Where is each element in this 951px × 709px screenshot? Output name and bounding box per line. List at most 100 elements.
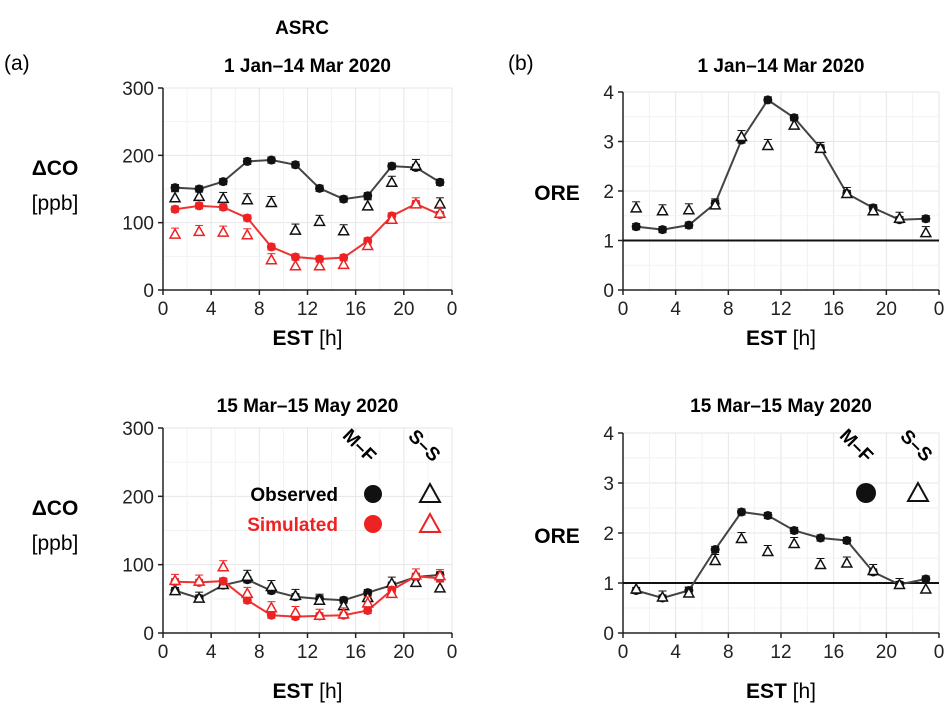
data-point [385,175,399,188]
data-point [241,569,254,582]
data-point [170,204,180,214]
legend-simulated-label: Simulated [247,515,338,536]
data-point [315,183,325,193]
data-point [656,204,669,216]
x-tick-label: 20 [393,642,414,663]
data-point [265,253,278,265]
data-point [816,533,825,543]
y-axis-label: ORE [534,525,580,548]
data-point [631,222,641,232]
x-tick-label: 16 [823,642,844,663]
y-tick-label: 100 [122,214,154,235]
series-observed-ss [168,158,447,236]
data-point [629,201,643,213]
legend-simulated-ss-marker [418,511,442,533]
data-point [787,536,801,549]
y-tick-label: 0 [143,281,154,302]
data-point [761,138,775,151]
x-tick-label: 12 [297,299,318,320]
y-tick-label: 0 [603,281,614,302]
data-point [433,206,447,218]
y-tick-label: 200 [122,487,154,508]
data-point [409,568,423,580]
x-tick-label: 20 [393,299,414,320]
data-point [682,586,696,598]
x-tick-label: 0 [618,299,629,320]
data-point [194,184,204,194]
x-axis-label: EST [h] [746,327,816,350]
data-point [192,591,206,603]
data-point [218,177,228,187]
legend-ore: M–F S–S [835,425,936,503]
data-point [893,577,906,590]
data-point [361,199,374,211]
x-tick-label: 8 [254,299,265,320]
y-axis-label: ΔCO [32,157,79,180]
data-point [290,252,300,262]
y-tick-label: 4 [603,83,614,104]
data-point [919,226,933,238]
y-tick-label: 2 [603,524,614,545]
x-tick-label: 0 [447,299,458,320]
x-axis-label: EST [h] [272,680,342,703]
x-tick-label: 0 [934,642,945,663]
y-tick-label: 3 [603,474,614,495]
data-point [387,161,397,171]
data-point [168,191,182,203]
data-point [921,574,931,584]
data-point [218,202,228,212]
legend-observed-label: Observed [250,485,338,506]
x-tick-label: 0 [158,642,169,663]
y-tick-label: 4 [603,424,614,445]
data-point [241,586,254,599]
data-point [266,242,276,252]
data-point [168,584,182,596]
data-point [433,569,447,581]
data-point [337,257,350,270]
data-point [735,531,748,544]
data-point [761,544,775,557]
series-observed-mf [170,155,445,204]
y-tick-label: 100 [122,556,154,577]
data-point [919,582,933,594]
data-point [192,189,206,202]
data-point [433,197,447,209]
x-tick-label: 12 [770,642,791,663]
chart-title: 15 Mar–15 May 2020 [690,396,872,417]
y-axis-label: ΔCO [32,497,79,520]
data-point [814,557,827,570]
y-tick-label: 1 [603,232,614,253]
y-tick-label: 2 [603,182,614,203]
data-point [194,201,204,211]
data-point [216,560,230,572]
y-tick-label: 0 [143,624,154,645]
chart-title: 1 Jan–14 Mar 2020 [224,56,391,77]
x-tick-label: 0 [158,299,169,320]
data-point [658,225,667,235]
data-point [290,160,300,170]
data-point [433,581,447,593]
data-point [737,507,746,517]
data-point [315,254,325,264]
x-tick-label: 4 [670,299,681,320]
data-point [385,586,399,599]
data-point [840,186,854,199]
panel-b-label: (b) [508,52,534,75]
data-point [313,608,326,620]
data-point [921,214,931,224]
panel-a-label: (a) [4,52,30,75]
data-point [789,526,799,535]
y-axis-unit: [ppb] [32,192,79,215]
data-point [313,214,326,227]
series-ore-ss [629,118,933,238]
data-point [789,113,799,123]
y-axis-unit: [ppb] [32,532,79,555]
series-ore-ss [629,531,933,602]
data-point [708,553,722,566]
y-tick-label: 0 [603,624,614,645]
data-point [266,610,276,620]
data-point [168,227,182,239]
